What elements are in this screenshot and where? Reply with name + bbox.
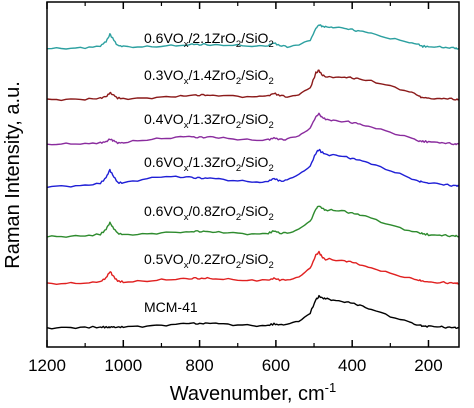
series-label-part: 2 <box>268 260 273 271</box>
series-label-part: x <box>184 120 189 131</box>
series-label-part: /SiO <box>241 203 268 219</box>
series-label-7: MCM-41 <box>144 299 198 315</box>
series-label-part: /SiO <box>241 111 268 127</box>
series-label-part: 0.5VO <box>144 251 184 267</box>
series-label-part: /0.8ZrO <box>188 203 236 219</box>
series-label-part: 2 <box>268 212 273 223</box>
series-label-6: 0.5VOx/0.2ZrO2/SiO2 <box>144 251 274 271</box>
series-line-4 <box>46 148 460 189</box>
series-label-1: 0.6VOx/2.1ZrO2/SiO2 <box>144 30 274 50</box>
x-tick-label: 1200 <box>28 356 66 375</box>
series-line-1 <box>46 24 460 50</box>
series-label-part: /SiO <box>241 30 268 46</box>
x-tick-label: 200 <box>414 356 442 375</box>
series-label-part: 0.6VO <box>144 30 184 46</box>
series-label-part: 2 <box>236 260 241 271</box>
series-label-part: /2.1ZrO <box>188 30 236 46</box>
series-line-5 <box>46 205 460 238</box>
series-line-2 <box>46 69 460 102</box>
series-line-3 <box>46 112 460 146</box>
series-label-part: 2 <box>236 120 241 131</box>
series-label-part: x <box>184 76 189 87</box>
series-label-5: 0.6VOx/0.8ZrO2/SiO2 <box>144 203 274 223</box>
series-label-part: 2 <box>268 120 273 131</box>
series-label-part: /1.3ZrO <box>188 111 236 127</box>
series-line-7 <box>46 294 460 330</box>
series-label-part: 2 <box>236 212 241 223</box>
series-label-part: x <box>184 260 189 271</box>
plot-frame <box>46 1 460 348</box>
series-label-part: /SiO <box>241 67 268 83</box>
series-label-part: x <box>184 212 189 223</box>
series-label-part: /0.2ZrO <box>188 251 236 267</box>
x-tick-label: 600 <box>262 356 290 375</box>
series-labels: 0.6VOx/2.1ZrO2/SiO20.3VOx/1.4ZrO2/SiO20.… <box>144 30 274 315</box>
series-label-part: 2 <box>268 163 273 174</box>
series-label-part: 2 <box>268 39 273 50</box>
series-label-part: 0.6VO <box>144 154 184 170</box>
x-tick-label: 400 <box>338 356 366 375</box>
series-label-part: x <box>184 39 189 50</box>
x-tick-label: 1000 <box>104 356 142 375</box>
series-label-part: 2 <box>236 76 241 87</box>
series-label-2: 0.3VOx/1.4ZrO2/SiO2 <box>144 67 274 87</box>
series-label-3: 0.4VOx/1.3ZrO2/SiO2 <box>144 111 274 131</box>
series-label-part: 2 <box>268 76 273 87</box>
spectra-curves <box>46 24 460 330</box>
series-line-6 <box>46 250 460 285</box>
series-label-part: 0.3VO <box>144 67 184 83</box>
series-label-4: 0.6VOx/1.3ZrO2/SiO2 <box>144 154 274 174</box>
series-label-part: /1.3ZrO <box>188 154 236 170</box>
series-label-part: x <box>184 163 189 174</box>
series-label-part: /1.4ZrO <box>188 67 236 83</box>
x-axis-title-superscript: -1 <box>325 380 337 395</box>
series-label-part: 0.4VO <box>144 111 184 127</box>
y-axis-title: Raman Intensity, a.u. <box>2 81 24 269</box>
series-label-part: 2 <box>236 163 241 174</box>
series-label-part: /SiO <box>241 154 268 170</box>
series-label-part: MCM-41 <box>144 299 198 315</box>
series-label-part: /SiO <box>241 251 268 267</box>
x-axis-title: Wavenumber, cm-1 <box>170 380 336 405</box>
series-label-part: 0.6VO <box>144 203 184 219</box>
series-label-part: 2 <box>236 39 241 50</box>
x-tick-label: 800 <box>185 356 213 375</box>
x-axis-ticks: 1200 1000 800 600 400 200 <box>28 2 443 375</box>
